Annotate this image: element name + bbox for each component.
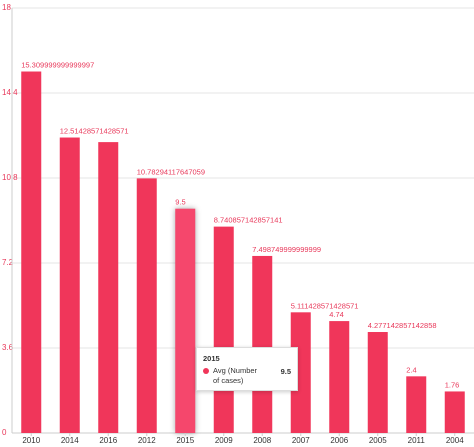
value-label: 2.4 <box>406 365 416 374</box>
bar <box>329 321 350 433</box>
value-label: 4.277142857142858 <box>368 321 437 330</box>
x-tick-label: 2007 <box>292 436 310 445</box>
bar <box>367 332 388 433</box>
tooltip-swatch <box>203 368 209 374</box>
x-tick-label: 2012 <box>138 436 156 445</box>
value-label: 7.498749999999999 <box>252 245 321 254</box>
x-tick-label: 2016 <box>99 436 117 445</box>
bar <box>252 255 273 433</box>
tooltip: 2015 Avg (Number of cases) 9.5 <box>196 347 298 391</box>
y-tick-label: 7.2 <box>2 258 14 267</box>
bar <box>175 208 196 433</box>
y-tick-label: 3.6 <box>2 343 14 352</box>
x-tick-label: 2008 <box>253 436 271 445</box>
value-label: 1.76 <box>445 380 460 389</box>
tooltip-title: 2015 <box>203 354 220 363</box>
value-label: 8.740857142857141 <box>214 216 283 225</box>
x-tick-label: 2006 <box>330 436 348 445</box>
bar <box>59 137 80 433</box>
tooltip-value: 9.5 <box>280 367 291 376</box>
x-tick-label: 2009 <box>215 436 233 445</box>
bar <box>213 226 234 433</box>
tooltip-series: Avg (Number of cases) <box>213 366 258 385</box>
x-tick-label: 2015 <box>176 436 194 445</box>
value-label: 10.78294117647059 <box>137 167 205 176</box>
bar <box>290 312 311 433</box>
bar <box>406 376 427 433</box>
x-tick-label: 2011 <box>408 436 426 445</box>
bar <box>21 71 42 433</box>
value-label: 9.5 <box>175 198 185 207</box>
y-tick-label: 14.4 <box>2 88 18 97</box>
bar <box>136 178 157 433</box>
x-tick-label: 2010 <box>22 436 40 445</box>
value-label: 12.51428571428571 <box>60 127 129 136</box>
bar <box>444 391 465 433</box>
y-tick-label: 0 <box>2 428 7 437</box>
x-tick-label: 2005 <box>369 436 387 445</box>
x-tick-label: 2004 <box>446 436 464 445</box>
bar <box>98 142 119 433</box>
value-label: 15.309999999999997 <box>21 60 94 69</box>
value-label: 4.74 <box>329 310 344 319</box>
y-tick-label: 18 <box>2 3 11 12</box>
y-tick-label: 10.8 <box>2 173 18 182</box>
value-label: 5.111428571428571 <box>291 301 359 310</box>
x-tick-label: 2014 <box>61 436 79 445</box>
